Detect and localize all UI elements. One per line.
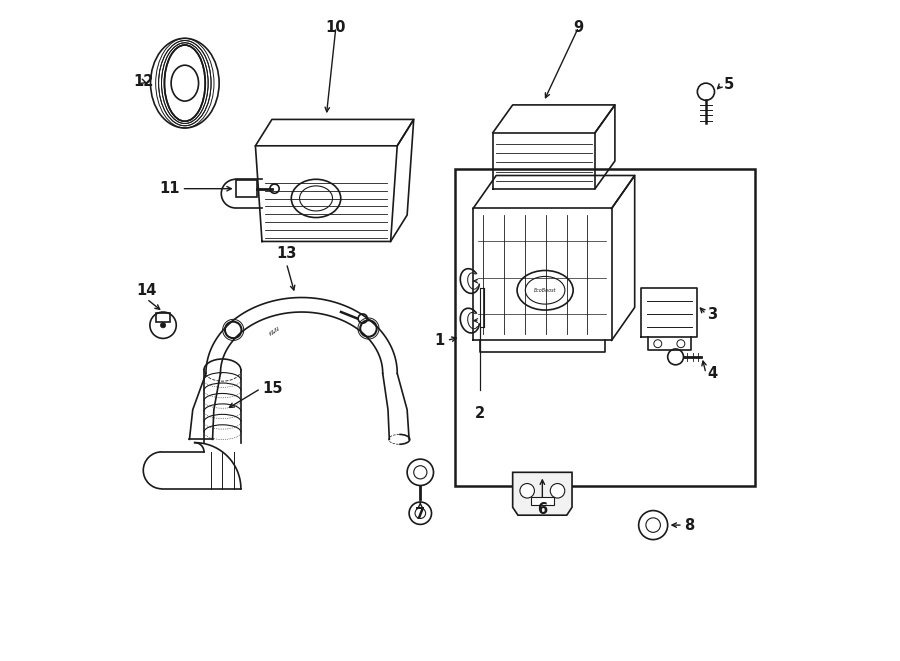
- Bar: [236, 180, 256, 197]
- Text: 1: 1: [435, 333, 445, 348]
- Text: 7: 7: [415, 507, 426, 522]
- Text: 14: 14: [137, 282, 157, 297]
- Text: 4: 4: [707, 366, 717, 381]
- Text: 11: 11: [159, 181, 180, 196]
- Text: 12: 12: [133, 74, 154, 89]
- Text: 8: 8: [684, 518, 695, 533]
- Text: 13: 13: [276, 247, 297, 261]
- Circle shape: [160, 323, 166, 328]
- Text: 15: 15: [262, 381, 283, 396]
- Circle shape: [520, 484, 535, 498]
- Text: EcoBoost: EcoBoost: [534, 288, 556, 293]
- Text: 10: 10: [326, 20, 346, 34]
- Text: 3: 3: [707, 307, 717, 321]
- Text: 5: 5: [724, 77, 734, 92]
- Bar: [455, 169, 755, 486]
- Bar: [531, 497, 554, 505]
- Polygon shape: [513, 473, 572, 515]
- Text: 2: 2: [474, 407, 485, 421]
- Text: K&N: K&N: [269, 326, 282, 337]
- Circle shape: [550, 484, 565, 498]
- Text: 6: 6: [537, 502, 547, 517]
- Text: 9: 9: [573, 20, 584, 34]
- Bar: [157, 313, 170, 322]
